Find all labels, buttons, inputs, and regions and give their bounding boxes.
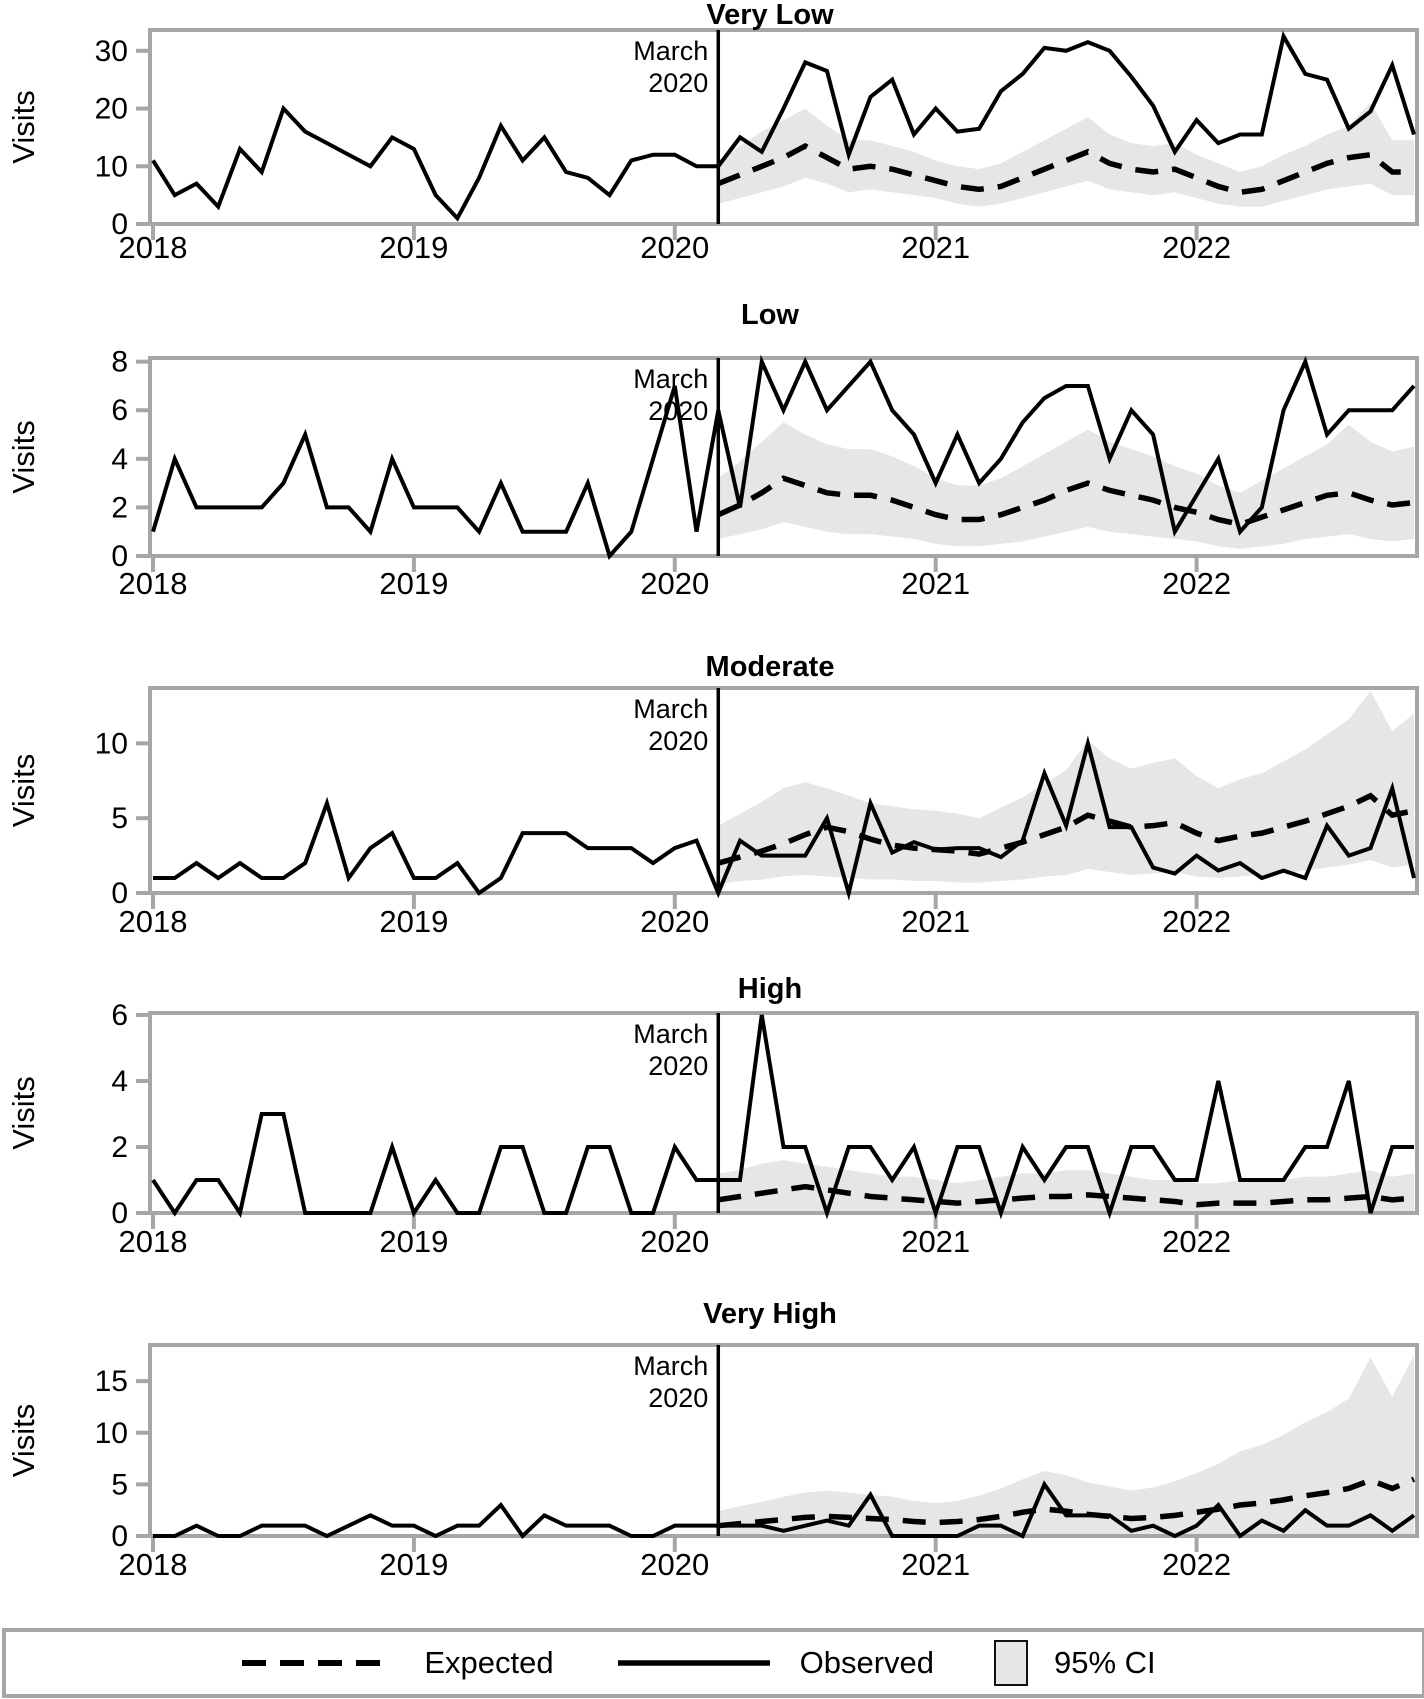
march-annotation-line1: March (633, 1351, 708, 1381)
march-annotation-line2: 2020 (648, 726, 708, 756)
y-tick-label: 5 (111, 1468, 128, 1501)
x-tick-label: 2019 (379, 566, 448, 601)
x-tick-label: 2018 (119, 1224, 188, 1259)
y-tick-label: 6 (111, 999, 128, 1032)
y-axis-label: Visits (6, 90, 41, 164)
x-tick-label: 2019 (379, 230, 448, 265)
y-tick-label: 10 (95, 1417, 128, 1450)
y-axis-label: Visits (6, 420, 41, 494)
observed-line-sample (617, 1660, 770, 1666)
y-tick-label: 0 (111, 877, 128, 910)
expected-line (717, 142, 1414, 196)
y-axis-label: Visits (6, 1076, 41, 1150)
expected-line-sample (242, 1660, 395, 1666)
panel-title: Very Low (706, 0, 834, 31)
y-axis-label: Visits (6, 1404, 41, 1478)
expected-line (717, 475, 1415, 528)
y-tick-label: 30 (95, 35, 128, 68)
ci-band (718, 1355, 1414, 1536)
x-tick-label: 2020 (640, 904, 709, 939)
plot-frame (148, 686, 1419, 895)
x-tick-label: 2018 (119, 1547, 188, 1582)
y-tick-label: 2 (111, 491, 128, 524)
ci-band (718, 102, 1414, 207)
plot-frame (148, 28, 1419, 226)
x-tick-label: 2018 (119, 230, 188, 265)
legend-label-observed: Observed (799, 1645, 934, 1680)
y-tick-label: 5 (111, 802, 128, 835)
ci-band (718, 422, 1414, 549)
y-tick-label: 2 (111, 1131, 128, 1164)
x-tick-label: 2019 (379, 1224, 448, 1259)
march-annotation-line2: 2020 (648, 1051, 708, 1081)
panel-moderate: 0 5 10 2018 2019 2020 2021 2022 March 2020 Moderat… (0, 620, 1424, 942)
march-annotation-line1: March (633, 1019, 708, 1049)
x-tick-label: 2022 (1162, 1547, 1231, 1582)
panel-very-low: 0 10 20 30 2018 2019 2020 2021 2022 March 2020 Very… (0, 0, 1424, 272)
y-tick-label: 0 (111, 540, 128, 573)
y-tick-label: 4 (111, 1065, 128, 1098)
observed-line (153, 1480, 1416, 1540)
legend-label-ci: 95% CI (1054, 1645, 1156, 1680)
x-tick-label: 2022 (1162, 904, 1231, 939)
y-tick-label: 8 (111, 346, 128, 379)
x-tick-label: 2020 (640, 1224, 709, 1259)
x-tick-label: 2020 (640, 230, 709, 265)
ci-band (718, 1160, 1414, 1213)
observed-line (151, 354, 1416, 560)
x-tick-label: 2021 (901, 904, 970, 939)
legend-label-expected: Expected (424, 1645, 554, 1680)
observed-line (151, 1014, 1414, 1220)
panel-title: Low (741, 300, 799, 331)
march-annotation-line1: March (633, 364, 708, 394)
march-annotation-line1: March (633, 36, 708, 66)
x-tick-label: 2022 (1162, 566, 1231, 601)
panel-low: 0 2 4 6 8 2018 2019 2020 2021 2022 March 2020 Low Vis… (0, 300, 1424, 606)
y-tick-label: 20 (95, 93, 128, 126)
y-tick-label: 15 (95, 1365, 128, 1398)
panel-very-high: 0 5 10 15 2018 2019 2020 2021 2022 March 2020 Very … (0, 1285, 1424, 1585)
x-tick-label: 2020 (640, 1547, 709, 1582)
panel-title: Very High (703, 1298, 837, 1330)
ci-swatch (994, 1640, 1028, 1686)
march-annotation-line2: 2020 (648, 68, 708, 98)
x-tick-label: 2018 (119, 566, 188, 601)
y-tick-label: 10 (95, 727, 128, 760)
y-tick-label: 10 (95, 150, 128, 183)
plot-frame (148, 1343, 1419, 1538)
x-tick-label: 2021 (901, 230, 970, 265)
x-tick-label: 2019 (379, 1547, 448, 1582)
observed-line (151, 30, 1416, 222)
expected-line (718, 1476, 1416, 1529)
y-tick-label: 4 (111, 443, 128, 476)
x-tick-label: 2021 (901, 566, 970, 601)
panel-high: 0 2 4 6 2018 2019 2020 2021 2022 March 2020 High Vis… (0, 950, 1424, 1265)
x-tick-label: 2022 (1162, 230, 1231, 265)
y-tick-label: 6 (111, 394, 128, 427)
x-tick-label: 2022 (1162, 1224, 1231, 1259)
plot-frame (148, 1011, 1419, 1215)
panel-title: Moderate (706, 651, 835, 683)
x-tick-label: 2019 (379, 904, 448, 939)
y-tick-label: 0 (111, 1520, 128, 1553)
march-annotation-line2: 2020 (648, 1383, 708, 1413)
legend: Expected Observed 95% CI (2, 1628, 1424, 1698)
observed-line (153, 735, 1416, 901)
expected-line (717, 792, 1415, 866)
x-tick-label: 2021 (901, 1547, 970, 1582)
x-tick-label: 2021 (901, 1224, 970, 1259)
x-tick-label: 2018 (119, 904, 188, 939)
y-axis-label: Visits (6, 754, 41, 828)
x-tick-label: 2020 (640, 566, 709, 601)
march-annotation-line1: March (633, 694, 708, 724)
panel-title: High (738, 973, 802, 1005)
ci-band (718, 690, 1414, 885)
y-tick-label: 0 (111, 1197, 128, 1230)
y-tick-label: 0 (111, 208, 128, 241)
